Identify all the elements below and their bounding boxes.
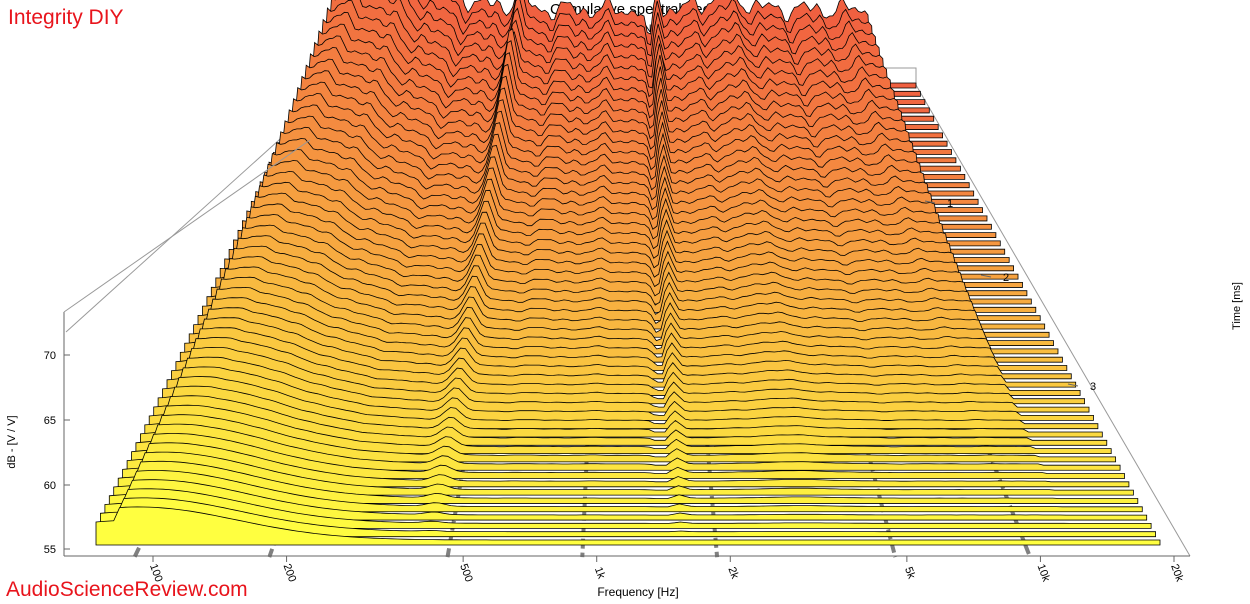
- decay-slice: [193, 297, 1063, 363]
- time-tick-label: 1: [947, 198, 953, 210]
- y-tick-label: 60: [44, 480, 56, 492]
- y-axis-label: dB - [V / V]: [6, 415, 18, 469]
- time-axis-label: Time [ms]: [1231, 282, 1243, 330]
- axes: 55 60 65 70 100 200 500 1k 2k 5k 10k 20k 1 2 3: [44, 139, 1190, 584]
- x-tick-label: 20k: [1168, 563, 1186, 584]
- time-tick: [980, 274, 992, 278]
- decay-slice: [202, 276, 1054, 346]
- x-axis-label: Frequency [Hz]: [597, 585, 679, 599]
- right-depth-edge: [915, 84, 1191, 557]
- y-tick-label: 55: [44, 544, 56, 556]
- y-tick-label: 70: [44, 350, 56, 362]
- decay-slices: [95, 0, 1161, 546]
- left-top-edge: [63, 139, 311, 313]
- decay-slice: [188, 307, 1068, 371]
- decay-slice: [206, 266, 1050, 338]
- decay-slice: [184, 317, 1072, 380]
- decay-slice: [224, 224, 1032, 305]
- x-tick-label: 2k: [725, 565, 740, 580]
- y-tick-label: 65: [44, 415, 56, 427]
- x-tick-label: 1k: [592, 565, 607, 580]
- time-tick: [924, 200, 936, 204]
- x-tick-label: 10k: [1035, 563, 1053, 584]
- brand-label: Integrity DIY: [8, 6, 124, 29]
- x-tick-label: 500: [457, 562, 475, 583]
- time-tick-label: 3: [1090, 381, 1096, 393]
- x-tick-label: 100: [147, 562, 165, 583]
- decay-slice: [197, 286, 1059, 355]
- time-tick: [1067, 383, 1079, 387]
- decay-slice: [95, 506, 1161, 546]
- decay-slice: [215, 245, 1041, 322]
- decay-slice: [210, 256, 1046, 330]
- x-tick-label: 200: [281, 562, 299, 583]
- decay-slice: [175, 337, 1081, 396]
- decay-slice: [219, 235, 1037, 313]
- decay-slice: [179, 327, 1077, 388]
- time-tick-label: 2: [1003, 272, 1009, 284]
- x-tick-label: 5k: [902, 565, 917, 580]
- decay-slice: [170, 346, 1086, 405]
- watermark-label: AudioScienceReview.com: [6, 578, 248, 601]
